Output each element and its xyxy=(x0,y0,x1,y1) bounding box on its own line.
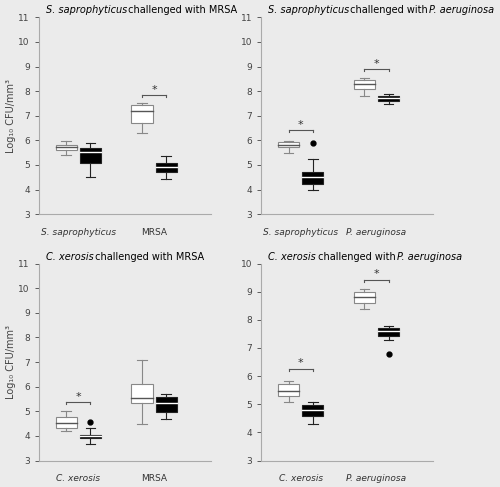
Text: *: * xyxy=(298,358,304,369)
Bar xyxy=(80,435,101,438)
Bar xyxy=(156,163,177,172)
Bar xyxy=(56,417,77,428)
Text: *: * xyxy=(151,85,157,95)
Bar xyxy=(278,384,299,396)
Text: S. saprophyticus: S. saprophyticus xyxy=(40,228,116,237)
Text: S. saprophyticus: S. saprophyticus xyxy=(268,5,349,15)
Bar xyxy=(378,95,399,101)
Bar xyxy=(378,328,399,336)
Bar xyxy=(354,292,375,303)
Bar xyxy=(80,148,101,163)
Bar xyxy=(132,384,152,403)
Bar xyxy=(278,142,299,147)
Text: challenged with MRSA: challenged with MRSA xyxy=(125,5,237,15)
Bar xyxy=(302,405,324,416)
Text: MRSA: MRSA xyxy=(141,228,167,237)
Text: P. aeruginosa: P. aeruginosa xyxy=(346,474,406,483)
Text: *: * xyxy=(374,59,380,69)
Text: MRSA: MRSA xyxy=(141,474,167,483)
Text: C. xerosis: C. xerosis xyxy=(268,252,316,262)
Bar xyxy=(354,80,375,89)
Y-axis label: Log₁₀ CFU/mm³: Log₁₀ CFU/mm³ xyxy=(6,325,16,399)
Text: *: * xyxy=(298,119,304,130)
Text: P. aeruginosa: P. aeruginosa xyxy=(396,252,462,262)
Text: *: * xyxy=(374,269,380,280)
Text: S. saprophyticus: S. saprophyticus xyxy=(263,228,338,237)
Text: C. xerosis: C. xerosis xyxy=(278,474,322,483)
Bar xyxy=(56,145,77,150)
Bar xyxy=(156,397,177,412)
Text: challenged with: challenged with xyxy=(348,5,432,15)
Bar xyxy=(132,105,152,123)
Text: challenged with: challenged with xyxy=(315,252,398,262)
Text: P. aeruginosa: P. aeruginosa xyxy=(346,228,406,237)
Text: C. xerosis: C. xerosis xyxy=(56,474,100,483)
Text: C. xerosis: C. xerosis xyxy=(46,252,94,262)
Text: challenged with MRSA: challenged with MRSA xyxy=(92,252,204,262)
Text: P. aeruginosa: P. aeruginosa xyxy=(430,5,494,15)
Text: *: * xyxy=(76,392,81,402)
Y-axis label: Log₁₀ CFU/mm³: Log₁₀ CFU/mm³ xyxy=(6,79,16,153)
Text: S. saprophyticus: S. saprophyticus xyxy=(46,5,127,15)
Bar xyxy=(302,172,324,184)
